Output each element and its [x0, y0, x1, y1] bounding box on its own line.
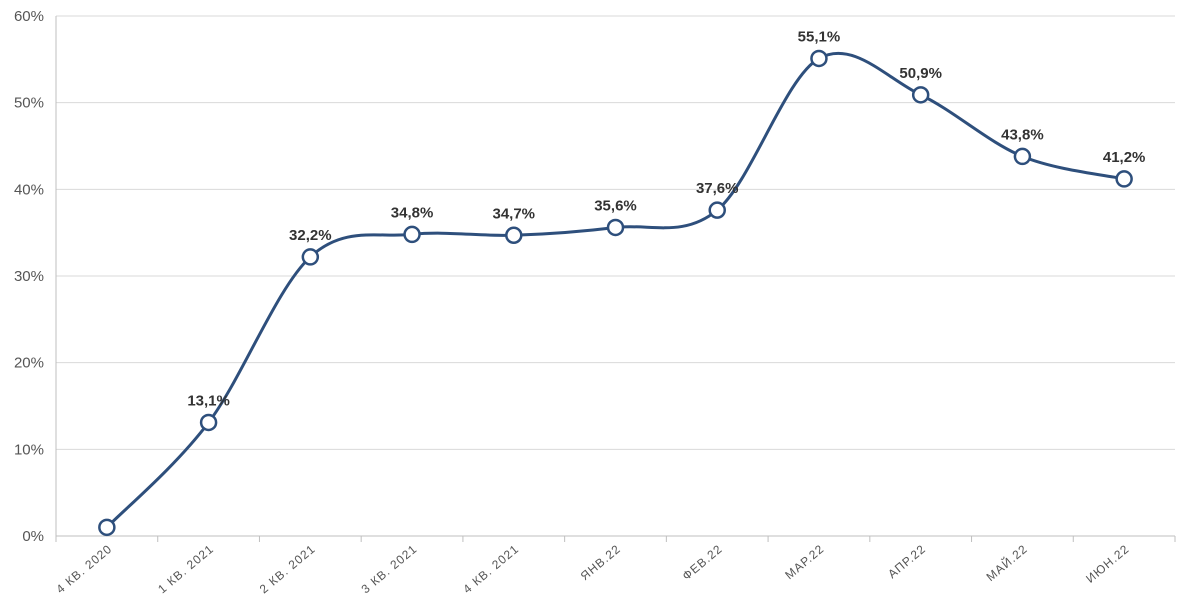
x-tick-label: 3 КВ. 2021 — [359, 542, 420, 597]
data-label: 35,6% — [594, 197, 637, 214]
data-label: 34,8% — [391, 204, 434, 221]
x-tick-label: МАЙ.22 — [983, 541, 1030, 584]
data-point — [505, 226, 523, 245]
x-tick-label: ФЕВ.22 — [680, 542, 726, 583]
x-tick-label: 2 КВ. 2021 — [257, 542, 318, 597]
gridlines — [55, 15, 1175, 537]
data-label: 32,2% — [289, 227, 332, 244]
x-tick-label: 1 КВ. 2021 — [155, 542, 216, 597]
data-point — [1013, 147, 1032, 166]
y-tick-label: 20% — [14, 355, 44, 372]
data-label: 43,8% — [1001, 126, 1044, 143]
data-label: 41,2% — [1103, 149, 1146, 166]
x-tick-label: МАР.22 — [782, 542, 827, 583]
x-tick-label: АПР.22 — [885, 542, 928, 582]
y-axis: 0% 10% 20% 30% 40% 50% 60% — [14, 8, 44, 545]
data-point — [301, 248, 320, 266]
x-tick-label: 4 КВ. 2021 — [460, 542, 521, 597]
series-line — [105, 51, 1126, 529]
data-label: 50,9% — [899, 65, 942, 82]
data-point — [403, 225, 421, 244]
data-labels: 13,1% 32,2% 34,8% 34,7% 35,6% 37,6% 55,1% 50,9%… — [187, 28, 1145, 409]
data-label: 37,6% — [696, 180, 739, 197]
y-tick-label: 40% — [14, 181, 44, 198]
data-point — [1115, 170, 1133, 188]
y-tick-label: 60% — [14, 8, 44, 25]
data-point — [199, 413, 218, 432]
x-tick-label: 4 КВ. 2020 — [53, 542, 114, 597]
data-point — [98, 518, 116, 537]
y-tick-label: 30% — [14, 268, 44, 285]
x-tick-label: ИЮН.22 — [1083, 542, 1132, 586]
data-point — [911, 86, 930, 104]
y-tick-label: 0% — [22, 528, 44, 545]
data-label: 13,1% — [187, 392, 230, 409]
data-label: 55,1% — [798, 28, 841, 45]
y-tick-label: 50% — [14, 95, 44, 112]
data-point — [708, 201, 726, 219]
series-path — [105, 51, 1126, 529]
x-axis: 4 КВ. 2020 1 КВ. 2021 2 КВ. 2021 3 КВ. 2021… — [53, 536, 1176, 597]
data-points — [98, 49, 1133, 537]
data-point — [606, 218, 625, 237]
data-label: 34,7% — [492, 205, 535, 222]
data-point — [810, 49, 828, 68]
y-tick-label: 10% — [14, 441, 44, 458]
x-tick-label: ЯНВ.22 — [578, 542, 624, 584]
